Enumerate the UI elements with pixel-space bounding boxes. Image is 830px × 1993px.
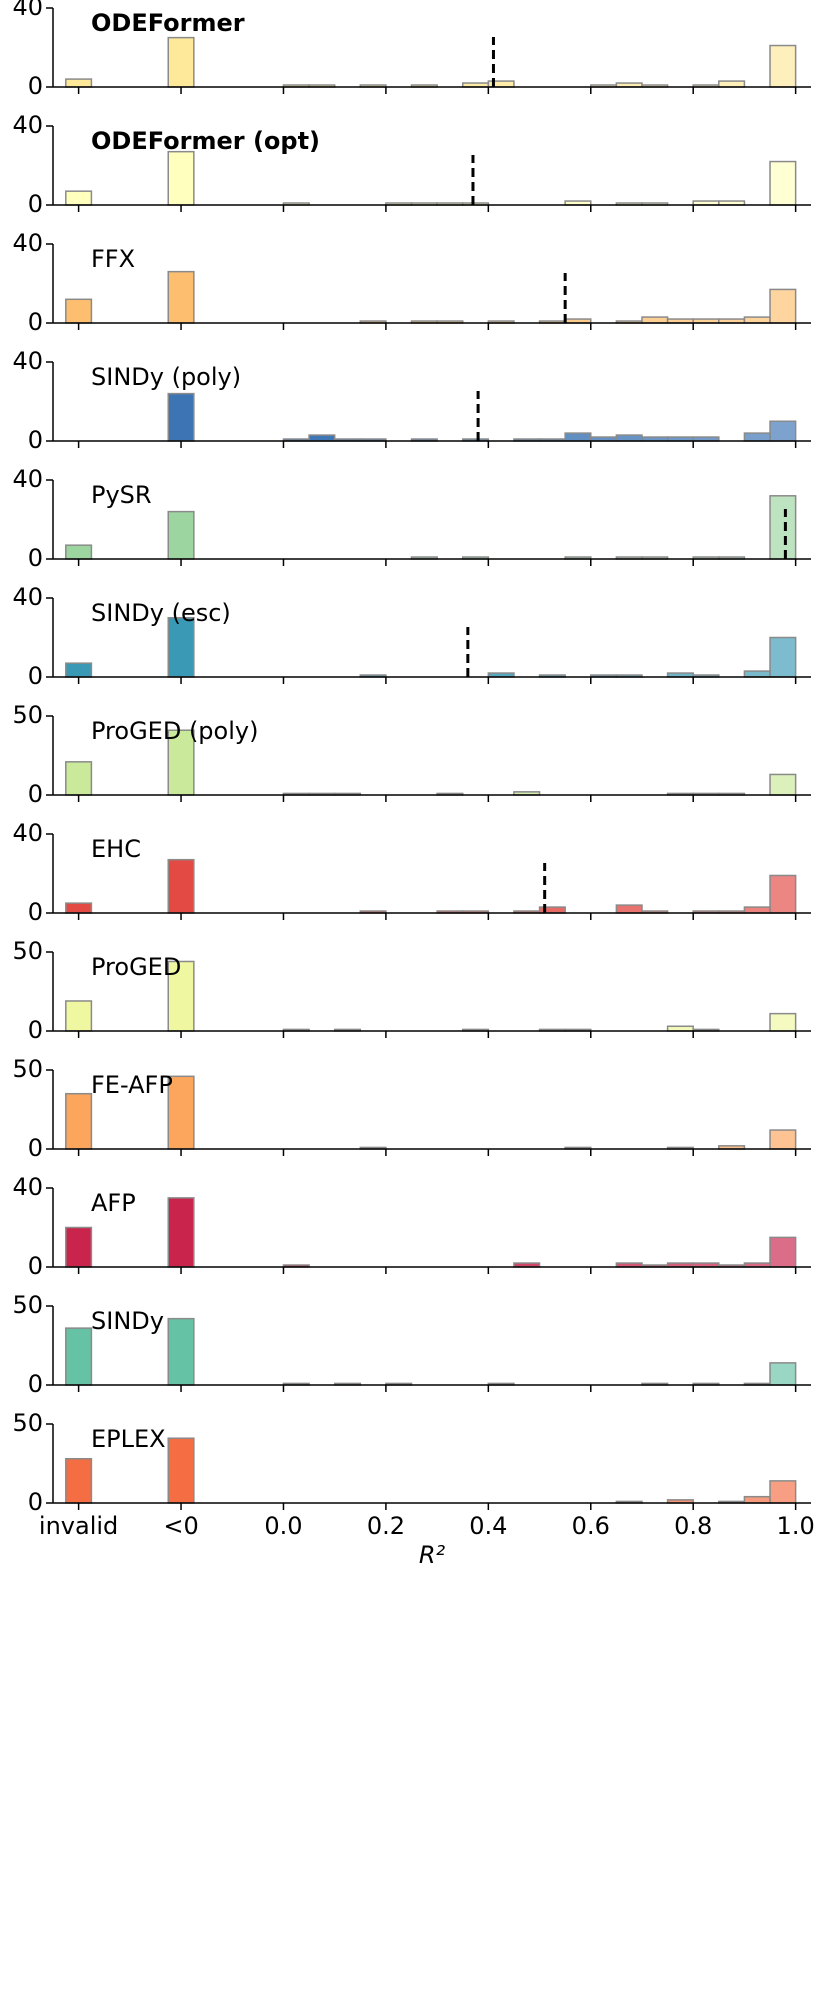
bar xyxy=(65,544,93,560)
y-tick-label: 40 xyxy=(12,1173,43,1201)
y-tick-label: 0 xyxy=(28,1488,43,1516)
bar xyxy=(743,316,771,324)
x-tick-label: 0.4 xyxy=(469,1512,507,1540)
y-tick-label: 0 xyxy=(28,1134,43,1162)
bar xyxy=(769,420,797,442)
bar xyxy=(167,1075,195,1150)
bar xyxy=(65,761,93,796)
panel-title: PySR xyxy=(91,481,152,509)
bar xyxy=(564,432,592,442)
bar xyxy=(65,78,93,88)
x-tick-label: 0.2 xyxy=(367,1512,405,1540)
panel-title: AFP xyxy=(91,1189,136,1217)
bar xyxy=(65,190,93,206)
bar xyxy=(769,1129,797,1150)
y-tick-label: 0 xyxy=(28,780,43,808)
panel-title: SINDy (poly) xyxy=(91,363,241,391)
bar xyxy=(65,1092,93,1150)
bar xyxy=(167,270,195,324)
bar xyxy=(769,160,797,206)
panel-title: ODEFormer (opt) xyxy=(91,127,320,155)
x-tick-label: 1.0 xyxy=(777,1512,815,1540)
y-tick-label: 0 xyxy=(28,1370,43,1398)
y-tick-label: 40 xyxy=(12,347,43,375)
bar xyxy=(769,1480,797,1504)
bar xyxy=(65,1000,93,1032)
y-tick-label: 0 xyxy=(28,544,43,572)
bar xyxy=(769,1362,797,1386)
bar xyxy=(769,288,797,324)
bar xyxy=(743,906,771,914)
bar xyxy=(167,858,195,914)
bar xyxy=(308,434,336,442)
bar xyxy=(167,510,195,560)
bar xyxy=(769,636,797,678)
bar xyxy=(743,1495,771,1504)
y-tick-label: 0 xyxy=(28,308,43,336)
bar xyxy=(743,432,771,442)
y-tick-label: 40 xyxy=(12,583,43,611)
bar xyxy=(769,1236,797,1268)
bar xyxy=(167,1437,195,1504)
y-tick-label: 50 xyxy=(12,701,43,729)
bar xyxy=(65,1327,93,1386)
bar xyxy=(65,1226,93,1268)
bar xyxy=(65,1458,93,1504)
panel-title: EHC xyxy=(91,835,141,863)
x-tick-label: 0.8 xyxy=(674,1512,712,1540)
y-tick-label: 50 xyxy=(12,937,43,965)
bar xyxy=(769,874,797,914)
bar xyxy=(167,392,195,442)
panel-title: SINDy xyxy=(91,1307,164,1335)
y-tick-label: 0 xyxy=(28,898,43,926)
bar xyxy=(769,44,797,88)
panel-title: FFX xyxy=(91,245,135,273)
bar xyxy=(167,960,195,1032)
panel-title: FE-AFP xyxy=(91,1071,173,1099)
panel-title: EPLEX xyxy=(91,1425,166,1453)
bar xyxy=(167,1197,195,1268)
bar xyxy=(641,316,669,324)
panel-title: ProGED (poly) xyxy=(91,717,258,745)
y-tick-label: 40 xyxy=(12,819,43,847)
x-tick-label: <0 xyxy=(163,1512,198,1540)
bar xyxy=(167,150,195,206)
bar xyxy=(718,80,746,88)
y-tick-label: 0 xyxy=(28,1252,43,1280)
y-tick-label: 40 xyxy=(12,229,43,257)
bar xyxy=(769,1012,797,1032)
y-tick-label: 40 xyxy=(12,465,43,493)
x-tick-label: 0.0 xyxy=(264,1512,302,1540)
y-tick-label: 50 xyxy=(12,1055,43,1083)
y-tick-label: 50 xyxy=(12,1291,43,1319)
y-tick-label: 0 xyxy=(28,72,43,100)
x-tick-label: 0.6 xyxy=(572,1512,610,1540)
y-tick-label: 0 xyxy=(28,662,43,690)
bar xyxy=(65,902,93,914)
bar xyxy=(167,1317,195,1386)
y-tick-label: 0 xyxy=(28,190,43,218)
y-tick-label: 0 xyxy=(28,1016,43,1044)
bar xyxy=(743,670,771,678)
bar xyxy=(615,904,643,914)
bar xyxy=(769,495,797,560)
y-tick-label: 40 xyxy=(12,111,43,139)
bar xyxy=(65,298,93,324)
panel-title: ODEFormer xyxy=(91,9,245,37)
y-tick-label: 40 xyxy=(12,0,43,21)
x-axis-label: R² xyxy=(419,1541,446,1569)
y-tick-label: 50 xyxy=(12,1409,43,1437)
bar xyxy=(167,36,195,88)
bar xyxy=(615,434,643,442)
panel-title: ProGED xyxy=(91,953,181,981)
bar xyxy=(65,662,93,678)
x-tick-label: invalid xyxy=(39,1512,118,1540)
y-tick-label: 0 xyxy=(28,426,43,454)
bar xyxy=(769,773,797,796)
panel-title: SINDy (esc) xyxy=(91,599,231,627)
